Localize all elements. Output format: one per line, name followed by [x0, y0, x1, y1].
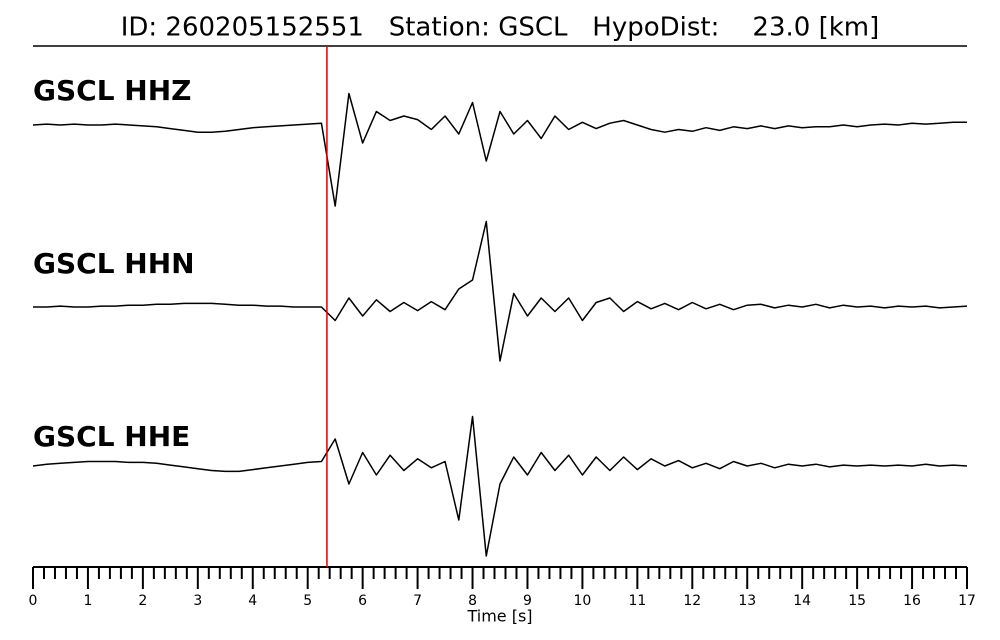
- trace-label: GSCL HHE: [33, 420, 190, 453]
- x-tick-label: 5: [303, 593, 312, 609]
- waveform: [33, 220, 968, 362]
- x-tick-label: 13: [738, 593, 756, 609]
- x-tick-label: 12: [683, 593, 701, 609]
- x-tick-label: 10: [573, 593, 591, 609]
- x-tick-label: 4: [248, 593, 257, 609]
- x-axis-title: Time [s]: [466, 607, 532, 626]
- x-tick-label: 2: [138, 593, 147, 609]
- x-tick-label: 0: [29, 593, 38, 609]
- x-tick-label: 1: [83, 593, 92, 609]
- x-tick-label: 14: [793, 593, 811, 609]
- x-tick-label: 8: [468, 593, 477, 609]
- x-tick-label: 15: [848, 593, 866, 609]
- waveform: [32, 415, 968, 557]
- x-tick-label: 6: [358, 593, 367, 609]
- x-tick-label: 11: [628, 593, 646, 609]
- x-tick-label: 17: [958, 593, 976, 609]
- trace-label: GSCL HHZ: [33, 74, 191, 107]
- chart-title: ID: 260205152551 Station: GSCL HypoDist:…: [121, 13, 880, 43]
- x-tick-label: 7: [413, 593, 422, 609]
- x-tick-label: 3: [193, 593, 202, 609]
- trace-label: GSCL HHN: [33, 247, 195, 280]
- x-tick-label: 9: [523, 593, 532, 609]
- x-tick-label: 16: [903, 593, 921, 609]
- waveform: [32, 92, 967, 207]
